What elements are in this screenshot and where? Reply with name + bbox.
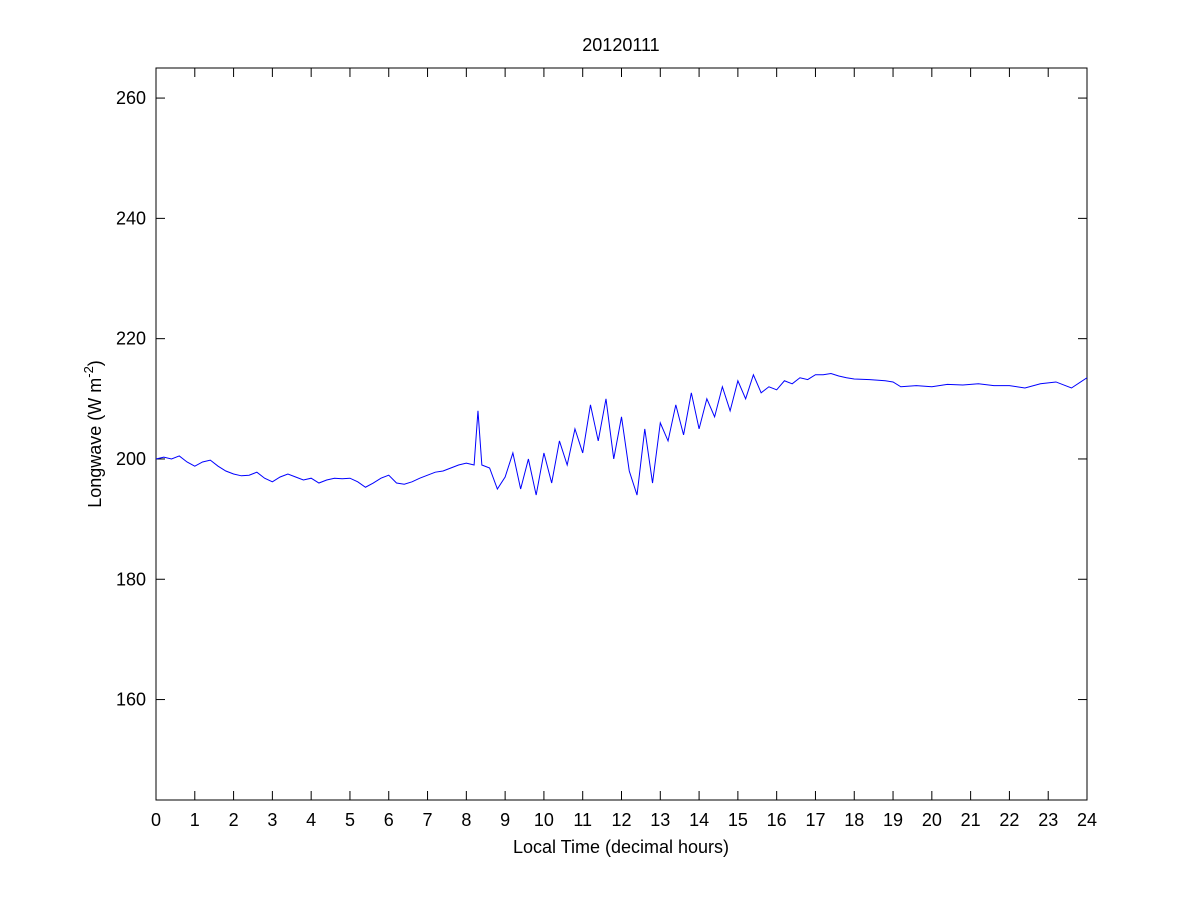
x-tick-label: 14: [689, 810, 709, 830]
data-line: [155, 373, 1088, 496]
x-tick-label: 9: [500, 810, 510, 830]
x-tick-label: 11: [573, 810, 592, 830]
x-tick-label: 17: [805, 810, 825, 830]
chart-title: 20120111: [582, 35, 659, 55]
x-axis-label: Local Time (decimal hours): [513, 837, 729, 857]
y-axis-label-main: Longwave (W m: [85, 378, 105, 508]
x-tick-label: 24: [1077, 810, 1097, 830]
x-tick-label: 2: [229, 810, 239, 830]
x-tick-label: 18: [844, 810, 864, 830]
plot-area: [155, 67, 1088, 801]
x-tick-label: 1: [190, 810, 200, 830]
x-tick-label: 8: [461, 810, 471, 830]
x-tick-label: 15: [728, 810, 748, 830]
y-tick-label: 200: [116, 449, 146, 469]
x-tick-label: 21: [961, 810, 981, 830]
x-tick-label: 19: [883, 810, 903, 830]
y-tick-label: 260: [116, 88, 146, 108]
x-tick-label: 6: [384, 810, 394, 830]
y-axis-label-sup: -2: [81, 366, 96, 378]
y-tick-label: 180: [116, 569, 146, 589]
y-axis-label: Longwave (W m-2): [81, 360, 105, 508]
x-tick-label: 13: [650, 810, 670, 830]
x-tick-label: 3: [267, 810, 277, 830]
x-tick-label: 12: [611, 810, 631, 830]
x-tick-label: 4: [306, 810, 316, 830]
x-tick-label: 22: [999, 810, 1019, 830]
y-axis-label-end: ): [85, 360, 105, 366]
x-tick-label: 10: [534, 810, 554, 830]
x-tick-label: 23: [1038, 810, 1058, 830]
x-tick-label: 16: [767, 810, 787, 830]
x-tick-label: 0: [151, 810, 161, 830]
y-tick-label: 220: [116, 329, 146, 349]
y-tick-label: 160: [116, 690, 146, 710]
x-tick-label: 20: [922, 810, 942, 830]
y-tick-label: 240: [116, 208, 146, 228]
x-tick-label: 5: [345, 810, 355, 830]
x-tick-label: 7: [423, 810, 433, 830]
